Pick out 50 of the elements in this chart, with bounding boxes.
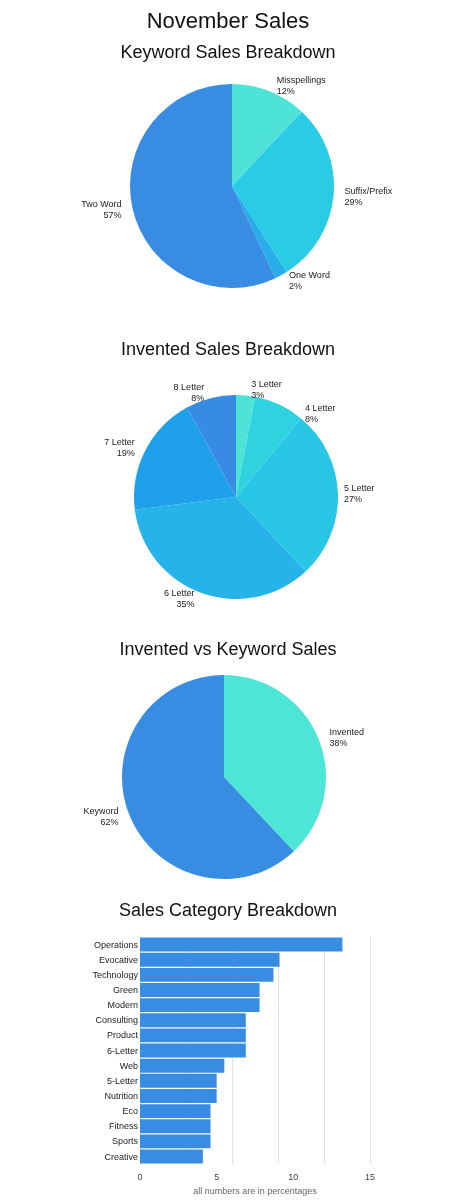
y-tick-label: Eco bbox=[122, 1106, 138, 1117]
slice-label: 5 Letter bbox=[343, 483, 375, 494]
slice-label: One Word bbox=[289, 270, 330, 281]
slice-label: Suffix/Prefix bbox=[344, 185, 393, 196]
data-label: 12% bbox=[276, 86, 295, 97]
chart-title: Sales Category Breakdown bbox=[118, 900, 338, 920]
chart-title: November Sales bbox=[146, 7, 310, 33]
data-label: 29% bbox=[344, 196, 363, 207]
data-label: 2% bbox=[289, 281, 303, 292]
data-label: 35% bbox=[176, 599, 195, 610]
y-tick-label: Web bbox=[119, 1060, 138, 1071]
y-tick-label: Modern bbox=[107, 1000, 138, 1011]
y-tick-label: Operations bbox=[93, 939, 139, 950]
y-tick-label: Technology bbox=[92, 969, 139, 980]
data-label: 8% bbox=[305, 413, 319, 424]
x-tick-label: 15 bbox=[364, 1171, 376, 1182]
data-label: 3% bbox=[251, 389, 265, 400]
y-tick-label: 6-Letter bbox=[106, 1045, 138, 1056]
slice-label: Invented bbox=[329, 726, 364, 737]
data-label: 19% bbox=[116, 448, 135, 459]
slice-label: 3 Letter bbox=[251, 378, 282, 389]
x-tick-label: 0 bbox=[137, 1171, 143, 1182]
x-axis-title: all numbers are in percentages bbox=[193, 1185, 318, 1196]
y-tick-label: Nutrition bbox=[104, 1090, 138, 1101]
x-tick-label: 5 bbox=[214, 1171, 220, 1182]
y-tick-label: Consulting bbox=[95, 1015, 138, 1026]
data-label: 8% bbox=[191, 392, 205, 403]
y-tick-label: Fitness bbox=[108, 1121, 139, 1132]
y-tick-label: Green bbox=[112, 984, 138, 995]
slice-label: Misspellings bbox=[276, 75, 327, 86]
bar bbox=[140, 1149, 203, 1164]
data-label: 27% bbox=[343, 494, 362, 505]
slice-label: Keyword bbox=[83, 806, 119, 817]
y-tick-label: Product bbox=[106, 1030, 139, 1041]
chart-subtitle: Keyword Sales Breakdown bbox=[120, 42, 336, 62]
chart-title: Invented vs Keyword Sales bbox=[119, 639, 337, 659]
chart-title: Invented Sales Breakdown bbox=[120, 339, 336, 359]
slice-label: 7 Letter bbox=[104, 437, 135, 448]
data-label: 57% bbox=[103, 210, 122, 221]
data-label: 62% bbox=[100, 817, 119, 828]
data-label: 38% bbox=[329, 737, 348, 748]
slice-label: 6 Letter bbox=[163, 588, 195, 599]
y-tick-label: Sports bbox=[111, 1136, 139, 1147]
slice-label: 8 Letter bbox=[173, 381, 205, 392]
y-tick-label: 5-Letter bbox=[106, 1075, 138, 1086]
x-tick-label: 10 bbox=[288, 1171, 299, 1182]
y-tick-label: Creative bbox=[104, 1151, 138, 1162]
y-tick-label: Evocative bbox=[98, 954, 138, 965]
slice-label: 4 Letter bbox=[305, 402, 336, 413]
slice-label: Two Word bbox=[81, 199, 122, 210]
